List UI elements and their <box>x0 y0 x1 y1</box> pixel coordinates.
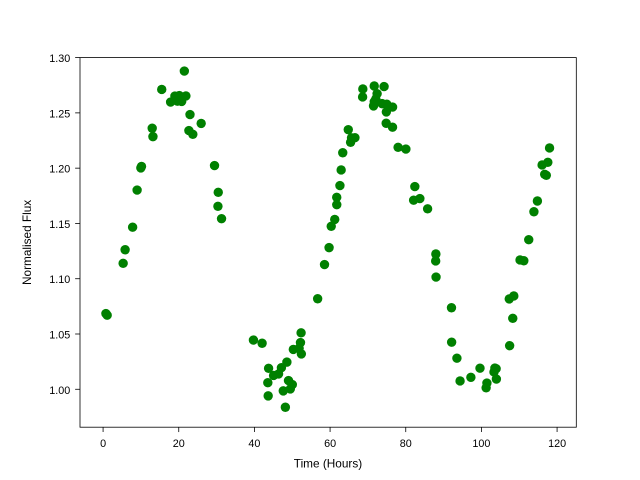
svg-text:60: 60 <box>324 438 336 450</box>
svg-text:1.15: 1.15 <box>49 219 70 231</box>
svg-text:1.30: 1.30 <box>49 53 70 65</box>
svg-text:1.10: 1.10 <box>49 274 70 286</box>
svg-text:1.25: 1.25 <box>49 108 70 120</box>
svg-text:1.20: 1.20 <box>49 164 70 176</box>
svg-text:Normalised Flux: Normalised Flux <box>20 200 34 285</box>
svg-text:120: 120 <box>548 438 566 450</box>
svg-text:20: 20 <box>173 438 185 450</box>
svg-text:100: 100 <box>472 438 490 450</box>
svg-text:Time (Hours): Time (Hours) <box>294 456 362 470</box>
svg-text:40: 40 <box>248 438 260 450</box>
svg-text:0: 0 <box>100 438 106 450</box>
svg-text:1.05: 1.05 <box>49 330 70 342</box>
svg-text:1.00: 1.00 <box>49 385 70 397</box>
svg-text:80: 80 <box>400 438 412 450</box>
